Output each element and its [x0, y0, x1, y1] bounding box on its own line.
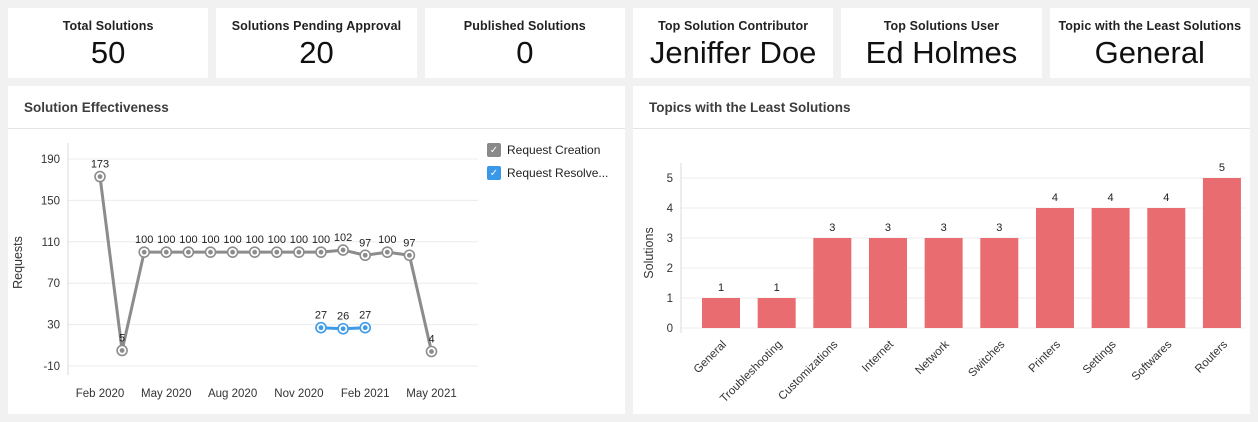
- svg-text:Customizations: Customizations: [776, 338, 840, 402]
- line-chart-canvas[interactable]: 190 150 110 70 30 -10 Requests Feb 2020 May 2020…: [8, 129, 487, 413]
- kpi-label: Solutions Pending Approval: [231, 19, 402, 33]
- panels-row: Solution Effectiveness 190 150 110 70 30 -10 R…: [0, 78, 1258, 422]
- panel-title: Solution Effectiveness: [24, 99, 169, 115]
- svg-text:5: 5: [119, 332, 125, 344]
- kpi-label: Total Solutions: [62, 19, 154, 33]
- chart-legend: ✓ Request Creation ✓ Request Resolve...: [487, 129, 625, 413]
- svg-text:4: 4: [1108, 192, 1114, 204]
- bar-chart-body: 0 1 2 3 4 5 Solutions 1 General 1 Troubleshooting 3…: [633, 129, 1250, 413]
- legend-item-request-creation[interactable]: ✓ Request Creation: [487, 143, 619, 157]
- svg-text:General: General: [692, 339, 729, 376]
- svg-text:173: 173: [91, 159, 109, 171]
- panel-title: Topics with the Least Solutions: [649, 99, 851, 115]
- kpi-label: Top Solutions User: [883, 19, 1000, 33]
- svg-text:4: 4: [1163, 192, 1169, 204]
- svg-text:1: 1: [667, 293, 673, 305]
- svg-text:97: 97: [359, 237, 371, 249]
- kpi-value: 50: [90, 35, 126, 70]
- svg-text:100: 100: [135, 234, 153, 246]
- svg-text:100: 100: [179, 234, 197, 246]
- svg-text:Solutions: Solutions: [642, 227, 656, 278]
- kpi-card-total-solutions[interactable]: Total Solutions 50: [8, 8, 209, 78]
- panel-header: Solution Effectiveness: [8, 86, 625, 129]
- svg-text:4: 4: [1052, 192, 1058, 204]
- svg-text:5: 5: [667, 173, 673, 185]
- svg-text:Switches: Switches: [966, 338, 1007, 379]
- svg-text:Softwares: Softwares: [1130, 338, 1175, 383]
- svg-text:Settings: Settings: [1081, 338, 1119, 376]
- svg-text:Aug 2020: Aug 2020: [208, 388, 257, 400]
- svg-text:Feb 2020: Feb 2020: [76, 388, 125, 400]
- svg-text:1: 1: [718, 282, 724, 294]
- solution-effectiveness-panel: Solution Effectiveness 190 150 110 70 30 -10 R…: [8, 86, 625, 414]
- svg-text:Requests: Requests: [11, 236, 25, 289]
- panel-header: Topics with the Least Solutions: [633, 86, 1250, 129]
- kpi-value: 0: [516, 35, 534, 70]
- svg-text:190: 190: [41, 154, 60, 166]
- svg-text:Internet: Internet: [860, 338, 897, 375]
- svg-text:2: 2: [667, 263, 673, 275]
- kpi-label: Topic with the Least Solutions: [1058, 19, 1242, 33]
- svg-text:102: 102: [334, 232, 352, 244]
- svg-text:100: 100: [378, 234, 396, 246]
- kpi-label: Top Solution Contributor: [658, 19, 809, 33]
- svg-text:1: 1: [774, 282, 780, 294]
- svg-text:150: 150: [41, 195, 60, 207]
- svg-text:27: 27: [359, 310, 371, 322]
- kpi-card-solutions-pending-approval[interactable]: Solutions Pending Approval 20: [216, 8, 417, 78]
- kpi-card-published-solutions[interactable]: Published Solutions 0: [424, 8, 625, 78]
- kpi-card-topic-with-least-solutions[interactable]: Topic with the Least Solutions General: [1049, 8, 1250, 78]
- legend-label: Request Resolve...: [507, 166, 609, 180]
- checked-checkbox-icon[interactable]: ✓: [487, 166, 501, 180]
- svg-text:3: 3: [667, 233, 673, 245]
- svg-text:0: 0: [667, 323, 673, 335]
- kpi-value: Jeniffer Doe: [649, 35, 817, 70]
- bar-chart-canvas[interactable]: 0 1 2 3 4 5 Solutions 1 General 1 Troubleshooting 3…: [633, 129, 1250, 413]
- svg-text:100: 100: [268, 234, 286, 246]
- svg-text:-10: -10: [43, 361, 60, 373]
- kpi-value: 20: [299, 35, 334, 70]
- svg-text:100: 100: [201, 234, 219, 246]
- kpi-card-top-solution-contributor[interactable]: Top Solution Contributor Jeniffer Doe: [632, 8, 834, 78]
- svg-text:Network: Network: [913, 338, 951, 376]
- svg-text:5: 5: [1219, 162, 1225, 174]
- kpi-value: Ed Holmes: [865, 35, 1018, 70]
- svg-text:110: 110: [42, 237, 60, 249]
- svg-text:4: 4: [667, 203, 674, 215]
- svg-text:70: 70: [47, 278, 60, 290]
- svg-text:3: 3: [829, 222, 835, 234]
- least-solutions-topics-panel: Topics with the Least Solutions 0 1 2 3 4 5 So…: [633, 86, 1250, 414]
- legend-label: Request Creation: [507, 143, 601, 157]
- svg-text:Troubleshooting: Troubleshooting: [718, 339, 785, 406]
- svg-text:Nov 2020: Nov 2020: [274, 388, 323, 400]
- legend-item-request-resolved[interactable]: ✓ Request Resolve...: [487, 166, 619, 180]
- svg-text:27: 27: [315, 310, 327, 322]
- kpi-value: General: [1094, 35, 1205, 70]
- svg-text:100: 100: [246, 234, 264, 246]
- svg-text:Printers: Printers: [1027, 338, 1064, 375]
- svg-text:Feb 2021: Feb 2021: [341, 388, 390, 400]
- line-chart-body: 190 150 110 70 30 -10 Requests Feb 2020 May 2020…: [8, 129, 625, 413]
- svg-text:Routers: Routers: [1193, 338, 1230, 375]
- kpi-card-top-solutions-user[interactable]: Top Solutions User Ed Holmes: [841, 8, 1042, 78]
- svg-text:3: 3: [885, 222, 891, 234]
- svg-text:3: 3: [941, 222, 947, 234]
- svg-text:4: 4: [428, 334, 434, 346]
- svg-text:100: 100: [290, 234, 308, 246]
- kpi-row: Total Solutions 50 Solutions Pending App…: [0, 0, 1258, 78]
- svg-text:100: 100: [223, 234, 241, 246]
- kpi-label: Published Solutions: [463, 19, 586, 33]
- svg-text:May 2021: May 2021: [406, 388, 457, 400]
- svg-text:100: 100: [157, 234, 175, 246]
- svg-text:26: 26: [337, 311, 349, 323]
- svg-text:97: 97: [403, 237, 415, 249]
- svg-text:3: 3: [996, 222, 1002, 234]
- svg-text:100: 100: [312, 234, 330, 246]
- svg-text:30: 30: [47, 320, 60, 332]
- checked-checkbox-icon[interactable]: ✓: [487, 143, 501, 157]
- svg-text:May 2020: May 2020: [141, 388, 192, 400]
